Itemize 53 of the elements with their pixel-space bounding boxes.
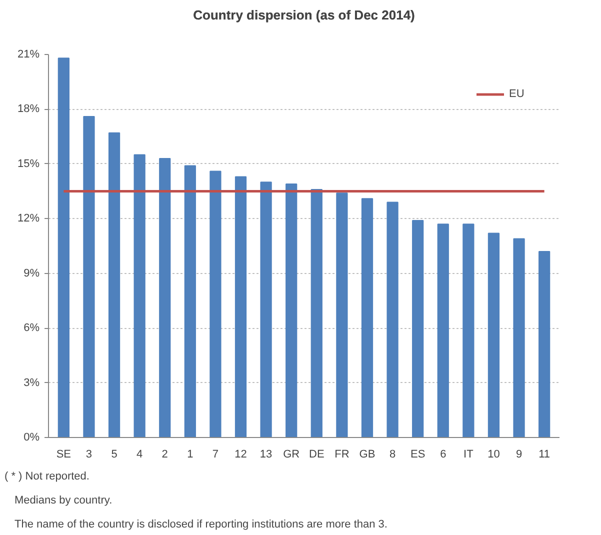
x-tick-label: 12 — [234, 448, 247, 460]
x-tick-label: 9 — [516, 448, 522, 460]
bar — [234, 176, 247, 438]
x-tick-label: GR — [283, 448, 300, 460]
x-tick-label: 8 — [389, 448, 396, 460]
y-tick-label: 21% — [17, 48, 40, 60]
y-tick-label: 18% — [17, 103, 40, 116]
x-tick-label: 2 — [162, 448, 168, 460]
y-tick-label: 3% — [24, 376, 40, 389]
x-tick-label: IT — [464, 448, 474, 460]
y-tick-label: 12% — [17, 212, 40, 225]
bar — [310, 188, 322, 438]
bar — [260, 182, 272, 438]
bar — [134, 154, 146, 438]
chart-title: Country dispersion (as of Dec 2014) — [193, 8, 415, 22]
bar — [210, 170, 222, 438]
bar — [412, 220, 424, 438]
y-tick-label: 6% — [24, 322, 40, 334]
bar — [336, 192, 348, 438]
bar — [488, 232, 500, 438]
bar — [184, 165, 196, 438]
x-tick-label: DE — [309, 448, 324, 460]
text: Medians by country. — [14, 494, 112, 506]
x-tick-label: 4 — [136, 448, 143, 460]
x-tick-label: SE — [56, 448, 72, 460]
bar — [286, 183, 298, 438]
x-tick-label: 6 — [440, 448, 446, 460]
bar — [361, 198, 374, 438]
legend-label: EU — [509, 88, 526, 100]
x-tick-label: 5 — [111, 448, 118, 460]
y-tick-label: 15% — [17, 158, 40, 170]
x-tick-label: 1 — [187, 448, 194, 460]
bar — [462, 224, 474, 438]
x-tick-label: 11 — [538, 448, 550, 460]
y-tick-label: 9% — [24, 267, 40, 280]
bar — [159, 158, 171, 438]
x-tick-label: GB — [359, 448, 376, 460]
bar — [83, 116, 95, 438]
text: The name of the country is disclosed if reporting institutions are more than 3. — [14, 518, 388, 530]
bar — [58, 58, 70, 438]
bar — [513, 238, 525, 438]
text: ( * ) Not reported. — [4, 470, 90, 482]
bar — [386, 202, 398, 438]
x-tick-label: FR — [334, 448, 350, 460]
bar — [108, 132, 120, 438]
x-tick-label: 7 — [212, 448, 219, 460]
x-tick-label: ES — [410, 448, 426, 460]
x-tick-label: 3 — [86, 448, 92, 460]
y-tick-label: 0% — [24, 432, 40, 444]
x-tick-label: 10 — [488, 448, 500, 460]
bar — [437, 224, 449, 438]
bar — [538, 250, 550, 438]
x-tick-label: 13 — [260, 448, 272, 460]
